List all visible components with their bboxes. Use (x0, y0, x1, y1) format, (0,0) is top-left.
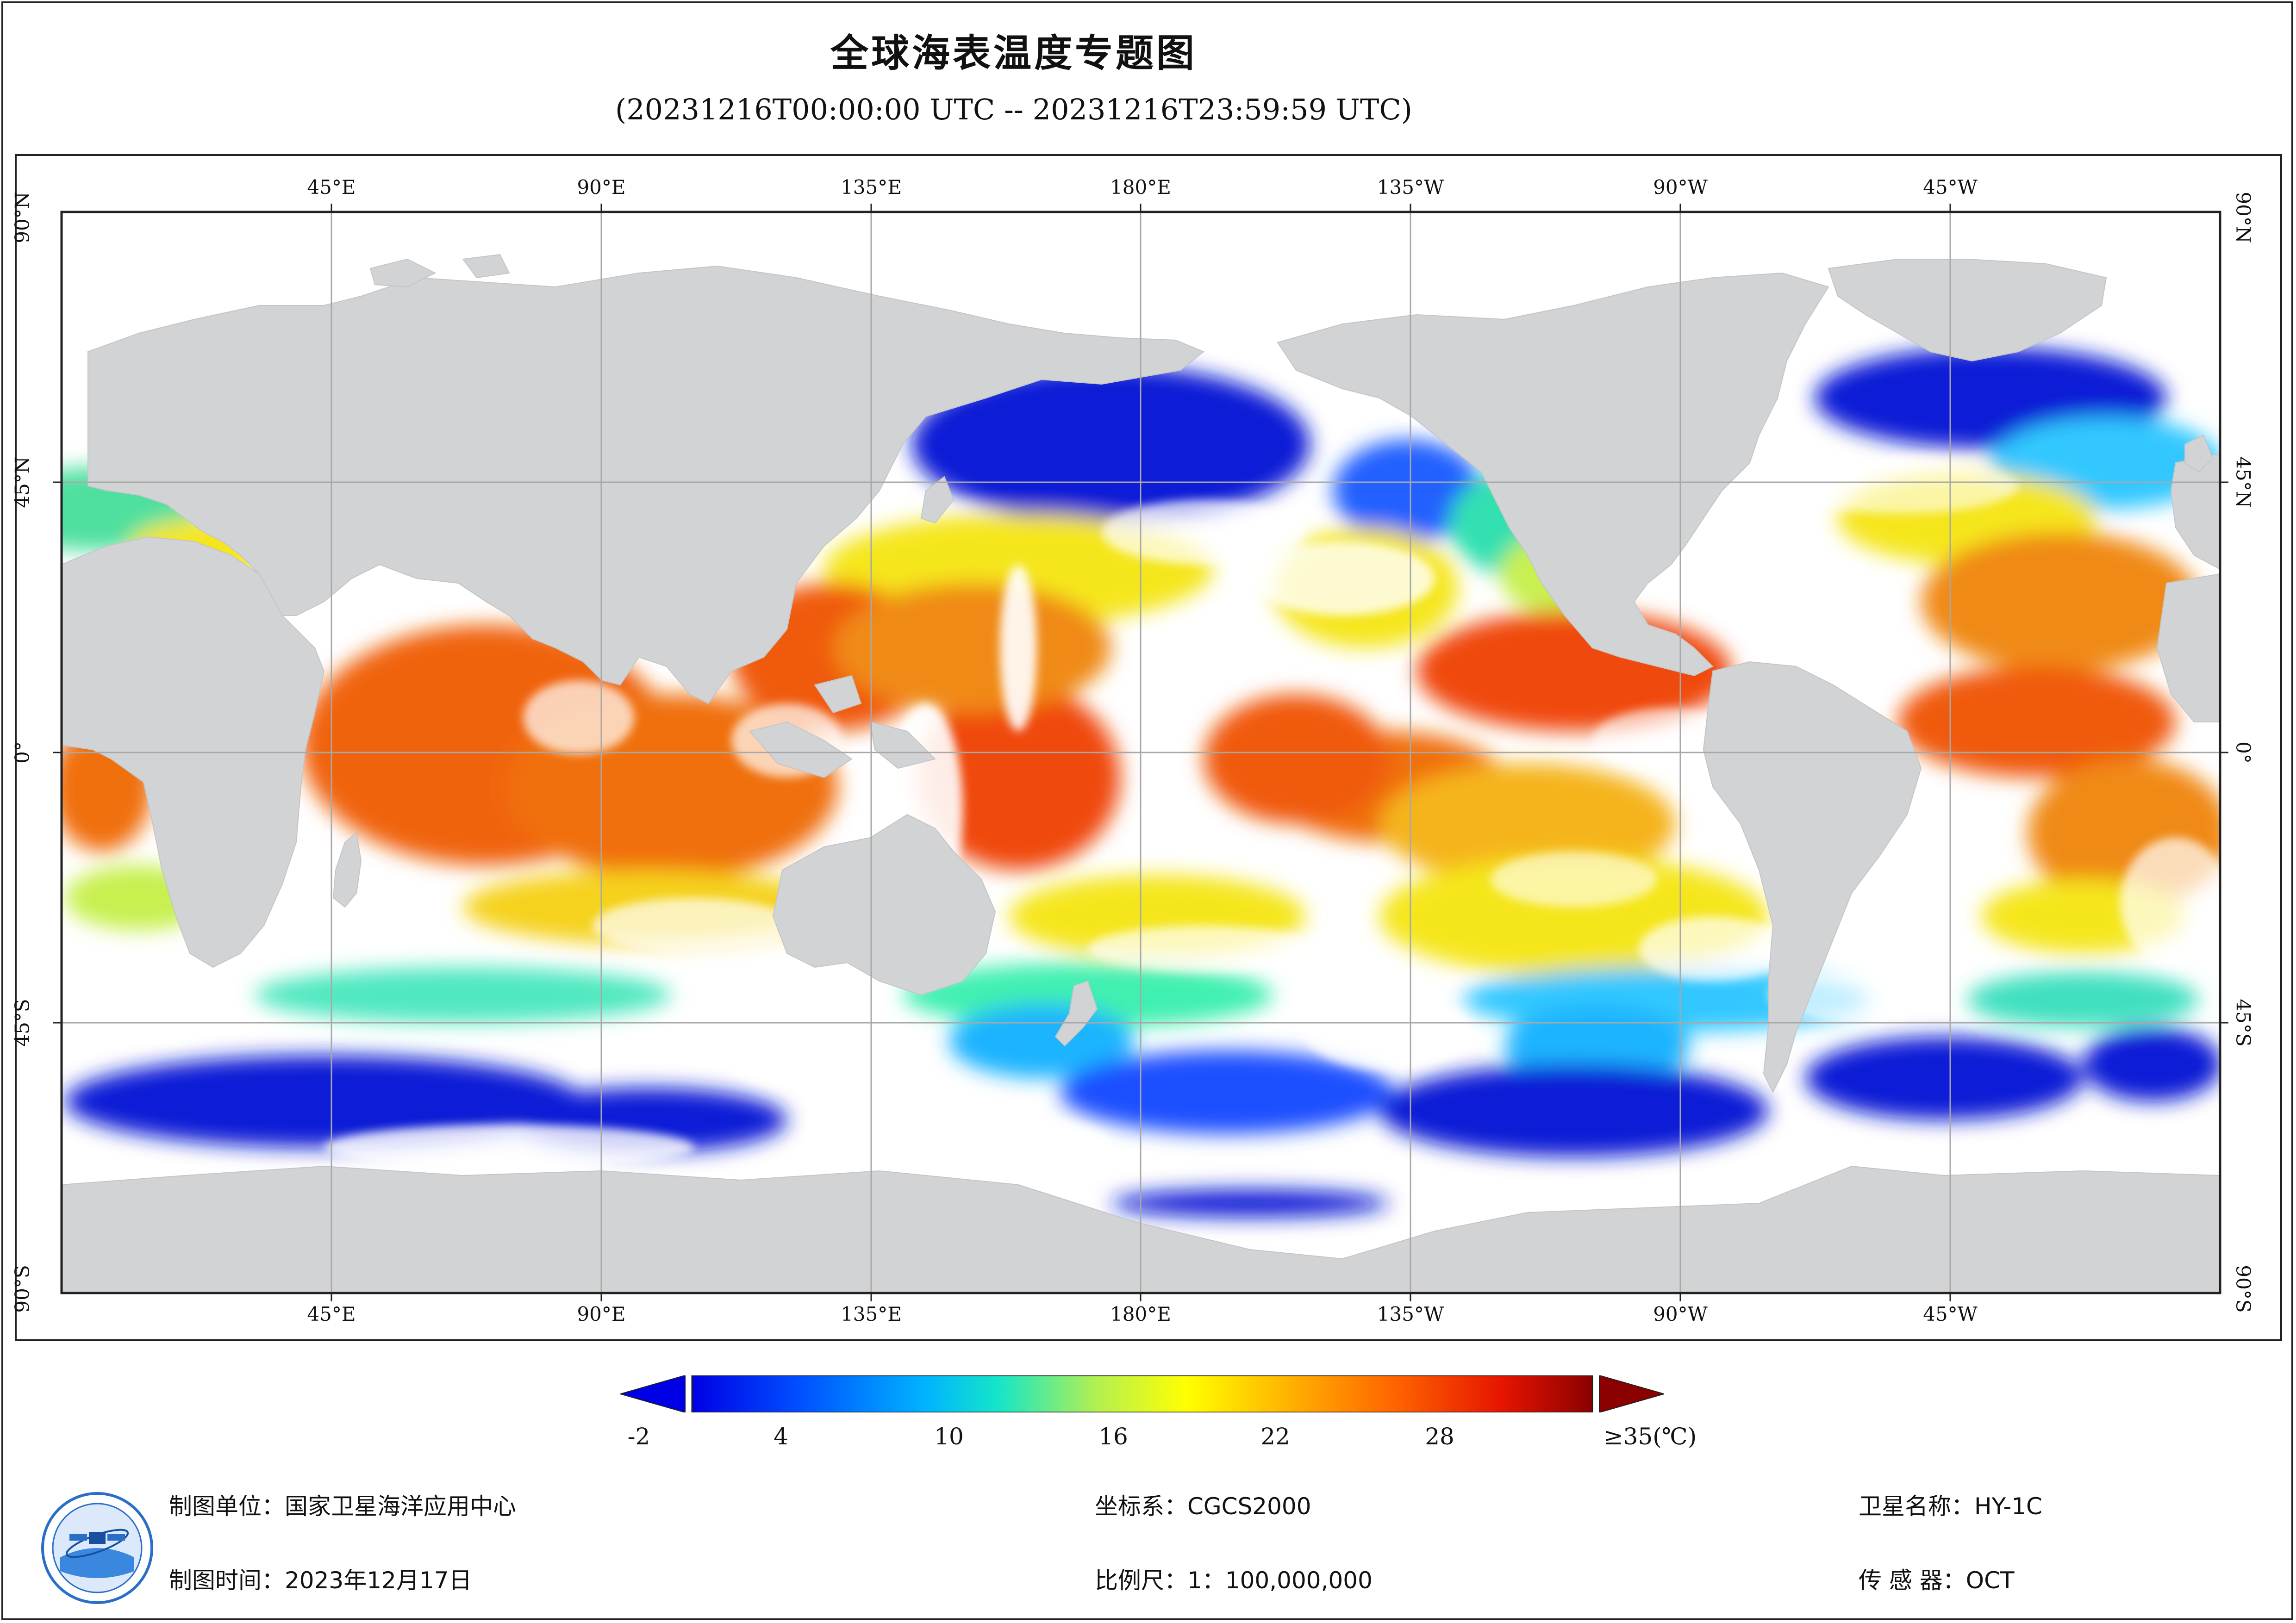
land-australia (772, 814, 996, 996)
lon-label-top-135w: 135°W (1377, 176, 1444, 199)
colorbar-gradient (691, 1375, 1593, 1412)
land-south-america (1703, 661, 1922, 1094)
graticule (62, 212, 2220, 1293)
map-canvas (53, 204, 2228, 1301)
land-north-america (1277, 272, 1829, 677)
lon-label-bottom-90e: 90°E (577, 1303, 626, 1325)
colorbar-max-arrow (1599, 1375, 1664, 1412)
lon-label-top-90e: 90°E (577, 176, 626, 199)
land-japan (920, 476, 955, 524)
lat-label-right-45s: 45°S (2232, 999, 2255, 1047)
lat-label-left-45n: 45°N (11, 456, 34, 508)
lat-label-right-0: 0° (2232, 741, 2255, 764)
lon-label-top-45e: 45°E (307, 176, 356, 199)
lat-label-left-90n: 90°N (11, 192, 34, 243)
land-svalbard-novaya (369, 254, 510, 288)
lat-label-right-90s: 90°S (2232, 1265, 2255, 1313)
footer-scale: 比例尺：1：100,000,000 (1095, 1567, 1373, 1594)
land-greenland (1828, 259, 2107, 362)
legend-tick-1: 4 (774, 1423, 788, 1450)
lat-label-right-90n: 90°N (2232, 192, 2255, 243)
map-frame (15, 154, 2282, 1341)
lon-label-bottom-180e: 180°E (1110, 1303, 1171, 1325)
lon-label-top-90w: 90°W (1653, 176, 1708, 199)
colorbar-min-arrow (620, 1375, 686, 1412)
lon-label-top-135e: 135°E (841, 176, 902, 199)
footer-sensor: 传 感 器：OCT (1859, 1567, 2015, 1594)
lon-label-top-180e: 180°E (1110, 176, 1171, 199)
lat-label-left-0: 0° (11, 741, 34, 764)
lon-label-bottom-135w: 135°W (1377, 1303, 1444, 1325)
lon-label-bottom-45w: 45°W (1923, 1303, 1978, 1325)
time-range-subtitle: (20231216T00:00:00 UTC -- 20231216T23:59… (615, 93, 1412, 126)
land-madagascar (332, 832, 362, 908)
legend-tick-4: 22 (1260, 1423, 1290, 1450)
lon-label-bottom-45e: 45°E (307, 1303, 356, 1325)
lon-label-bottom-135e: 135°E (841, 1303, 902, 1325)
footer-satellite: 卫星名称：HY-1C (1859, 1493, 2042, 1520)
lon-label-bottom-90w: 90°W (1653, 1303, 1708, 1325)
footer-time: 制图时间：2023年12月17日 (169, 1567, 472, 1594)
footer-unit: 制图单位：国家卫星海洋应用中心 (169, 1493, 516, 1520)
legend-tick-5: 28 (1425, 1423, 1454, 1450)
lon-label-top-45w: 45°W (1923, 176, 1978, 199)
lat-label-right-45n: 45°N (2232, 456, 2255, 508)
lat-label-left-90s: 90°S (11, 1265, 34, 1313)
map-title: 全球海表温度专题图 (830, 31, 1197, 75)
sst-colorbar (620, 1375, 1664, 1412)
legend-tick-3: 16 (1098, 1423, 1128, 1450)
cloud-cover (62, 347, 2220, 1171)
footer-crs: 坐标系：CGCS2000 (1095, 1493, 1311, 1520)
lat-label-left-45s: 45°S (11, 999, 34, 1047)
map-border-ticks (53, 204, 2228, 1301)
land-british-isles (2184, 434, 2214, 473)
land-africa-right (2156, 573, 2220, 722)
legend-tick-0: -2 (627, 1423, 650, 1450)
legend-tick-6: ≥35(℃) (1603, 1423, 1697, 1450)
nsoas-logo (41, 1492, 153, 1604)
legend-tick-2: 10 (934, 1423, 964, 1450)
land-new-zealand (1054, 980, 1098, 1047)
